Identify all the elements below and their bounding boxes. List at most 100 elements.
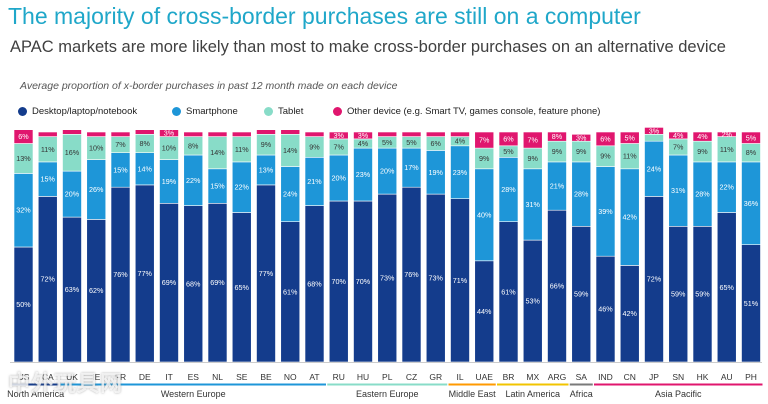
data-label-ind-0: 46% [598, 305, 613, 314]
data-label-au-2: 11% [720, 145, 734, 154]
data-label-cn-3: 5% [625, 133, 636, 142]
bar-segment-jp-3 [644, 127, 664, 135]
category-label-be: BE [260, 372, 272, 382]
bar-segment-ie-3 [86, 131, 107, 137]
data-label-sn-1: 31% [671, 186, 686, 195]
data-label-ph-3: 5% [746, 133, 757, 142]
legend-label-tablet: Tablet [278, 106, 304, 117]
data-label-ru-3: 3% [334, 131, 345, 140]
chart-subtitle: APAC markets are more likely than most t… [10, 38, 726, 56]
data-label-it-0: 69% [162, 278, 177, 287]
data-label-at-1: 21% [307, 177, 322, 186]
data-label-es-1: 22% [186, 176, 201, 185]
bar-segment-uae-3 [474, 131, 495, 149]
category-label-no: NO [284, 372, 297, 382]
bar-segment-cn-3 [619, 131, 640, 144]
data-label-hu-3: 3% [358, 131, 369, 140]
chart-title: The majority of cross-border purchases a… [8, 3, 641, 29]
data-label-hu-2: 4% [358, 139, 369, 148]
data-label-pl-1: 20% [380, 167, 395, 176]
data-label-nl-1: 15% [210, 182, 225, 191]
data-label-pl-2: 5% [382, 138, 393, 147]
data-label-at-2: 9% [309, 142, 320, 151]
data-label-br-2: 5% [503, 147, 514, 156]
legend-swatch-tablet [264, 107, 273, 116]
data-label-us-3: 6% [18, 132, 29, 141]
data-label-mx-2: 9% [528, 154, 539, 163]
data-label-arg-1: 21% [550, 182, 565, 191]
category-label-au: AU [721, 372, 733, 382]
bar-segment-se-3 [231, 131, 252, 137]
data-label-hu-0: 70% [356, 277, 371, 286]
category-label-il: IL [456, 372, 463, 382]
data-label-us-2: 13% [16, 154, 31, 163]
category-label-jp: JP [649, 372, 659, 382]
data-label-jp-3: 3% [649, 126, 660, 135]
bar-segment-no-3 [280, 129, 301, 135]
group-label-western-europe: Western Europe [161, 389, 226, 399]
legend-label-desktop: Desktop/laptop/notebook [32, 106, 138, 117]
watermark: 中外玩具网 [8, 371, 124, 396]
data-label-be-2: 9% [261, 140, 272, 149]
category-label-cn: CN [624, 372, 636, 382]
legend-swatch-desktop [18, 107, 27, 116]
data-label-ph-2: 8% [746, 148, 757, 157]
category-label-it: IT [165, 372, 173, 382]
bar-segment-sa-3 [571, 134, 592, 142]
data-label-sn-2: 7% [673, 142, 684, 151]
data-label-ph-0: 51% [744, 299, 759, 308]
data-label-no-2: 14% [283, 146, 298, 155]
data-label-jp-0: 72% [647, 275, 662, 284]
data-label-fr-1: 15% [113, 165, 128, 174]
category-label-ph: PH [745, 372, 757, 382]
data-label-sa-0: 59% [574, 290, 589, 299]
data-label-sa-1: 28% [574, 190, 589, 199]
data-label-sn-3: 4% [673, 131, 684, 140]
data-label-se-0: 65% [235, 283, 250, 292]
category-label-sn: SN [672, 372, 684, 382]
data-label-gr-2: 6% [431, 139, 442, 148]
data-label-ru-1: 20% [332, 174, 347, 183]
data-label-cz-1: 17% [404, 163, 419, 172]
data-label-fr-0: 76% [113, 270, 128, 279]
bar-segment-il-3 [450, 131, 470, 137]
data-label-cz-2: 5% [406, 138, 417, 147]
data-label-de-2: 8% [140, 139, 151, 148]
bar-segment-sn-3 [668, 131, 689, 140]
data-label-hk-2: 9% [697, 147, 708, 156]
data-label-uk-0: 63% [65, 285, 80, 294]
data-label-ie-1: 26% [89, 185, 104, 194]
data-label-mx-1: 31% [526, 200, 541, 209]
legend-item-tablet: Tablet [264, 106, 303, 117]
data-label-ind-1: 39% [598, 207, 613, 216]
data-label-cz-0: 76% [404, 270, 419, 279]
bar-segment-ca-3 [37, 131, 58, 137]
data-label-nl-0: 69% [210, 278, 225, 287]
category-label-ind: IND [598, 372, 613, 382]
data-label-de-1: 14% [138, 164, 153, 173]
category-label-hk: HK [697, 372, 709, 382]
bar-segment-it-3 [159, 129, 179, 137]
data-label-br-1: 28% [501, 185, 516, 194]
category-label-br: BR [503, 372, 515, 382]
data-label-ru-0: 70% [332, 277, 347, 286]
data-label-gr-1: 19% [429, 168, 444, 177]
data-label-uk-2: 16% [65, 148, 80, 157]
category-label-ie: IE [92, 372, 100, 382]
data-label-us-1: 32% [16, 206, 31, 215]
data-label-ie-2: 10% [89, 144, 104, 153]
data-label-mx-3: 7% [528, 136, 539, 145]
data-label-mx-0: 53% [526, 297, 541, 306]
data-label-pl-0: 73% [380, 274, 395, 283]
bar-segment-at-3 [304, 131, 325, 137]
category-label-ru: RU [333, 372, 345, 382]
legend-label-other: Other device (e.g. Smart TV, games conso… [347, 106, 601, 117]
category-label-gr: GR [429, 372, 442, 382]
category-label-sa: SA [576, 372, 588, 382]
data-label-cn-1: 42% [623, 213, 638, 222]
data-label-uae-2: 9% [479, 154, 490, 163]
data-label-nl-2: 14% [210, 148, 225, 157]
bar-segment-hu-3 [353, 131, 373, 140]
data-label-br-0: 61% [501, 287, 516, 296]
